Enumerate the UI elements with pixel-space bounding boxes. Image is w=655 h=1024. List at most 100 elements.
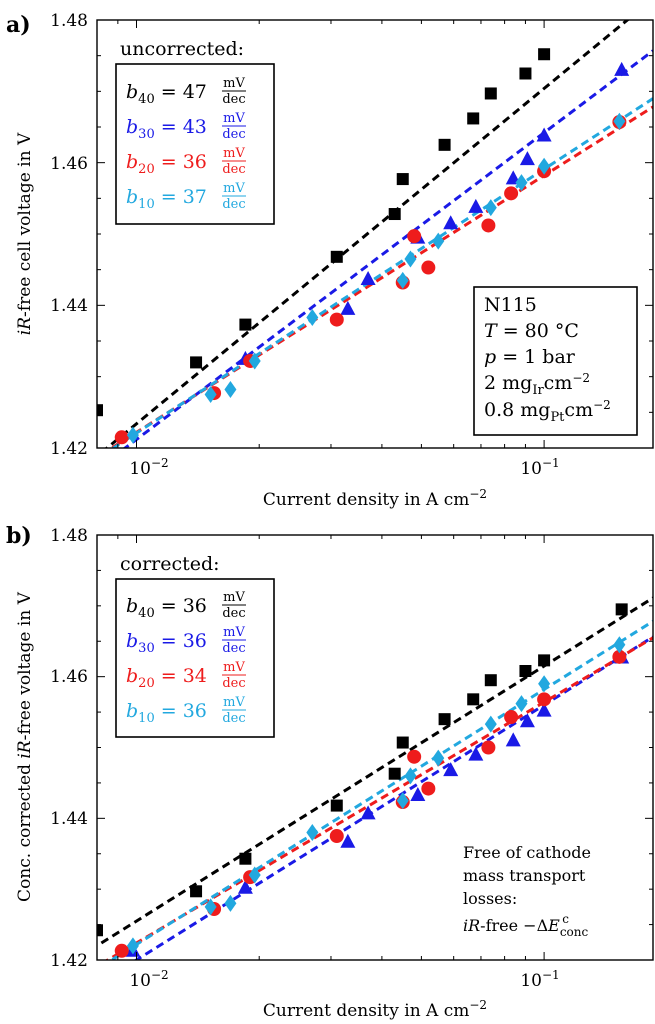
data-point-triangle xyxy=(443,215,459,230)
y-tick-label: 1.44 xyxy=(50,296,88,316)
svg-text:dec: dec xyxy=(222,711,245,726)
annotation-formula: iR-free −ΔEconcc xyxy=(463,912,589,939)
ticks-a xyxy=(96,19,653,449)
data-point-square xyxy=(467,693,480,706)
legend-title-b: corrected: xyxy=(120,553,220,575)
data-point-square xyxy=(519,67,532,80)
data-point-triangle xyxy=(468,198,484,213)
data-point-circle xyxy=(114,943,129,958)
data-marks-b xyxy=(97,596,653,960)
data-point-square xyxy=(396,736,409,749)
data-point-square xyxy=(330,799,343,812)
svg-text:mV: mV xyxy=(223,695,245,710)
data-point-diamond xyxy=(126,937,139,955)
panel-b: b) 1.48 1.46 1.44 1.42 10−2 10−1 Current… xyxy=(6,523,654,1021)
info-line-pt-loading: 0.8 mgPtcm−2 xyxy=(484,398,611,425)
data-point-triangle xyxy=(536,702,552,717)
data-point-square xyxy=(484,674,497,687)
data-point-square xyxy=(484,87,497,100)
legend-entry-b10: b10 = 36 mV dec xyxy=(126,695,246,726)
svg-text:mV: mV xyxy=(223,111,245,126)
data-point-diamond xyxy=(224,381,237,399)
data-point-square xyxy=(239,318,252,331)
legend-box-a xyxy=(115,63,275,225)
y-axis-title-b: Conc. corrected iR-free voltage in V xyxy=(15,591,35,902)
svg-text:mV: mV xyxy=(223,181,245,196)
data-point-circle xyxy=(329,312,344,327)
y-tick-label: 1.44 xyxy=(50,809,88,829)
y-tick-label: 1.48 xyxy=(50,526,88,546)
data-point-triangle xyxy=(519,151,535,166)
info-line-temperature: T = 80 °C xyxy=(484,320,579,342)
svg-text:b20 = 36: b20 = 36 xyxy=(126,151,207,177)
data-point-circle xyxy=(114,430,129,445)
data-point-diamond xyxy=(204,386,217,403)
legend-entry-b30: b30 = 36 mV dec xyxy=(126,625,246,656)
data-point-diamond xyxy=(396,792,409,810)
fit-line xyxy=(110,97,653,448)
data-point-square xyxy=(190,885,203,898)
fit-line xyxy=(108,620,653,960)
data-point-diamond xyxy=(248,866,261,884)
data-point-square xyxy=(538,48,551,61)
info-line-membrane: N115 xyxy=(484,294,537,316)
legend-entry-b10: b10 = 37 mV dec xyxy=(126,181,246,212)
data-point-diamond xyxy=(306,824,319,841)
annotation-line: Free of cathode xyxy=(463,843,591,862)
svg-text:b40 = 47: b40 = 47 xyxy=(126,81,207,107)
data-point-diamond xyxy=(515,695,528,713)
info-box xyxy=(473,286,638,436)
data-point-circle xyxy=(421,781,436,796)
data-point-triangle xyxy=(340,300,356,315)
data-point-square xyxy=(438,713,451,726)
data-point-circle xyxy=(612,649,627,664)
data-point-triangle xyxy=(237,879,253,894)
data-point-triangle xyxy=(410,786,426,801)
data-point-triangle xyxy=(519,713,535,728)
svg-text:mV: mV xyxy=(223,76,245,91)
legend-box-b xyxy=(115,578,275,738)
data-point-diamond xyxy=(432,232,445,250)
x-tick-label-1e-2: 10−2 xyxy=(129,456,168,479)
svg-text:dec: dec xyxy=(222,92,245,107)
data-point-triangle xyxy=(614,61,630,76)
data-point-diamond xyxy=(396,271,409,289)
data-point-circle xyxy=(407,229,422,244)
data-point-diamond xyxy=(538,157,551,175)
svg-text:dec: dec xyxy=(222,197,245,212)
annotation-line: mass transport xyxy=(463,866,586,885)
data-point-diamond xyxy=(484,715,497,733)
svg-text:b40 = 36: b40 = 36 xyxy=(126,595,207,621)
svg-text:mV: mV xyxy=(223,660,245,675)
data-point-square xyxy=(239,852,252,865)
data-point-square xyxy=(615,603,628,616)
data-point-triangle xyxy=(536,127,552,142)
data-point-square xyxy=(97,924,103,937)
data-point-diamond xyxy=(432,749,445,767)
data-point-square xyxy=(538,654,551,667)
panel-a: a) 1.48 1.46 1.44 1.42 10−2 10−1 Current… xyxy=(6,11,654,510)
svg-text:dec: dec xyxy=(222,162,245,177)
data-point-circle xyxy=(329,829,344,844)
svg-text:mV: mV xyxy=(223,590,245,605)
data-point-diamond xyxy=(126,426,139,444)
data-point-circle xyxy=(421,260,436,275)
data-point-diamond xyxy=(404,250,417,268)
data-point-circle xyxy=(537,692,552,707)
y-tick-label: 1.42 xyxy=(50,439,88,459)
data-point-triangle xyxy=(340,833,356,848)
data-point-diamond xyxy=(613,636,626,654)
svg-text:dec: dec xyxy=(222,606,245,621)
info-line-pressure: p = 1 bar xyxy=(484,346,576,368)
data-point-square xyxy=(388,767,401,780)
data-point-diamond xyxy=(515,174,528,192)
ticks-b xyxy=(96,534,653,961)
data-point-square xyxy=(519,665,532,677)
data-point-diamond xyxy=(224,894,237,912)
y-tick-label: 1.42 xyxy=(50,951,88,971)
data-point-circle xyxy=(504,186,519,201)
y-axis-title-a: iR-free cell voltage in V xyxy=(15,132,35,335)
annotation-line: losses: xyxy=(463,889,517,908)
legend-entry-b20: b20 = 36 mV dec xyxy=(126,146,246,177)
